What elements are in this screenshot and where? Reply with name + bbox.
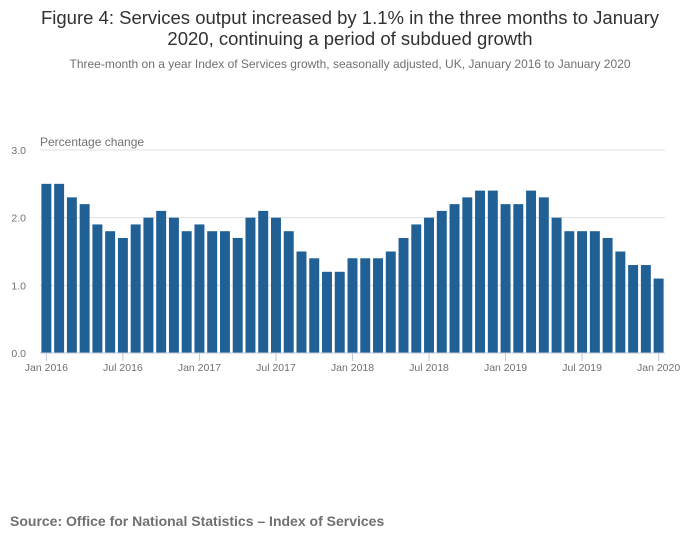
bar	[347, 258, 358, 353]
chart-title-line-2: 2020, continuing a period of subdued gro…	[167, 28, 533, 49]
bar	[41, 183, 52, 353]
bar	[411, 224, 422, 353]
bar	[232, 237, 243, 353]
bar	[628, 265, 639, 353]
x-tick-label: Jan 2020	[637, 362, 680, 374]
bar	[309, 258, 320, 353]
source-note: Source: Office for National Statistics –…	[10, 513, 385, 529]
bar	[245, 217, 256, 353]
x-tick-label: Jan 2019	[484, 362, 527, 374]
bar	[462, 197, 473, 353]
chart-subtitle: Three-month on a year Index of Services …	[69, 57, 631, 71]
bar	[156, 210, 167, 353]
x-tick-label: Jul 2017	[256, 362, 296, 374]
bar	[602, 237, 613, 353]
y-axis-ticks: 0.0 1.0 2.0 3.0	[11, 145, 26, 360]
bar	[296, 251, 307, 353]
x-tick-label: Jan 2017	[178, 362, 221, 374]
bar	[117, 237, 128, 353]
chart-title: Figure 4: Services output increased by 1…	[0, 7, 700, 49]
bar	[79, 204, 90, 353]
x-tick-label: Jan 2016	[25, 362, 68, 374]
bar	[487, 190, 498, 353]
bar	[219, 231, 230, 353]
bar	[373, 258, 383, 353]
bar	[615, 251, 626, 353]
bar	[66, 197, 77, 353]
y-axis-label: Percentage change	[40, 135, 144, 149]
chart-title-line-1: Figure 4: Services output increased by 1…	[40, 7, 660, 28]
bar	[589, 231, 600, 353]
bar	[283, 231, 294, 353]
bar	[54, 183, 65, 353]
bar	[270, 217, 281, 353]
bar	[653, 278, 664, 353]
bar	[181, 231, 192, 353]
bars	[41, 183, 664, 353]
y-tick-label: 2.0	[11, 213, 26, 225]
bar	[322, 271, 332, 353]
bar	[143, 217, 154, 353]
x-tick-label: Jan 2018	[331, 362, 374, 374]
bar	[92, 224, 103, 353]
bar	[360, 258, 371, 353]
bar	[513, 204, 524, 353]
bar	[538, 197, 549, 353]
bar	[194, 224, 205, 353]
bar	[105, 231, 116, 353]
bar	[564, 231, 575, 353]
bar	[385, 251, 396, 353]
bar	[500, 204, 511, 353]
bar	[475, 190, 486, 353]
y-tick-label: 1.0	[11, 280, 26, 292]
x-tick-label: Jul 2019	[562, 362, 602, 374]
bar	[398, 237, 409, 353]
bar	[168, 217, 179, 353]
y-tick-label: 3.0	[11, 145, 26, 157]
bar	[577, 231, 588, 353]
bar	[551, 217, 562, 353]
bar	[436, 210, 447, 353]
x-tick-label: Jul 2018	[409, 362, 449, 374]
y-tick-label: 0.0	[11, 348, 26, 360]
bar	[130, 224, 141, 353]
bar	[207, 231, 218, 353]
bar	[640, 265, 651, 353]
x-axis: Jan 2016 Jul 2016 Jan 2017 Jul 2017 Jan 2018…	[25, 352, 680, 374]
bar	[526, 190, 537, 353]
bar	[258, 210, 269, 353]
bar	[424, 217, 435, 353]
bar-chart: 0.01.02.03.0 Percentage change Jan 2016 J…	[11, 135, 680, 374]
x-tick-label: Jul 2016	[103, 362, 143, 374]
bar	[449, 204, 460, 353]
bar	[334, 271, 345, 353]
